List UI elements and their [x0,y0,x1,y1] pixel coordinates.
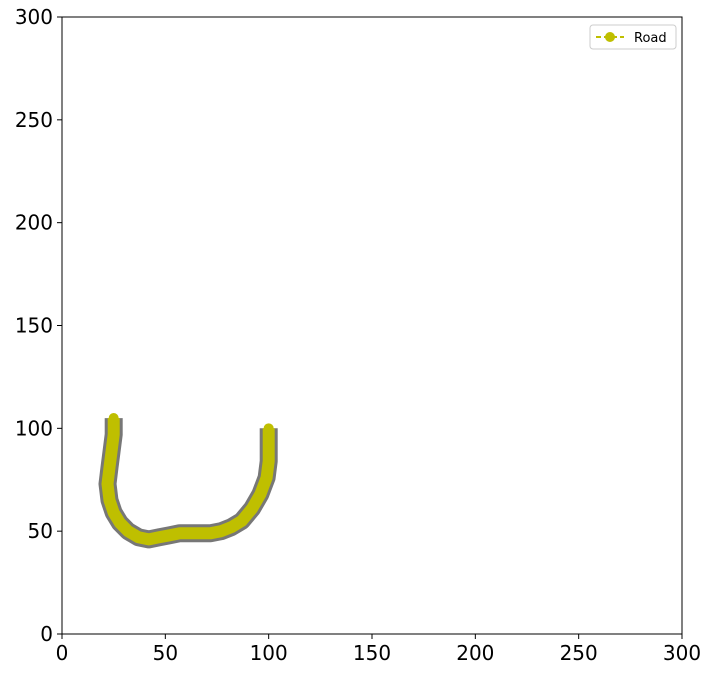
y-axis: 0 50 100 150 200 250 300 [15,5,62,646]
x-tick-label: 300 [663,641,701,665]
road-endpoint-marker [108,413,119,424]
legend-marker-road [605,32,615,42]
y-tick-label: 300 [15,5,53,29]
y-tick-label: 150 [15,314,53,338]
x-tick-label: 50 [153,641,178,665]
x-tick-label: 0 [56,641,69,665]
x-tick-label: 100 [250,641,288,665]
legend: Road [589,24,677,50]
x-axis: 0 50 100 150 200 250 300 [56,634,701,665]
road-line [101,418,275,546]
y-tick-label: 50 [28,519,53,543]
series-layer [98,413,278,549]
x-tick-label: 250 [560,641,598,665]
y-tick-label: 250 [15,108,53,132]
y-tick-label: 200 [15,211,53,235]
y-tick-label: 100 [15,416,53,440]
legend-label-road: Road [634,31,667,46]
legend-box [589,24,677,50]
x-tick-label: 200 [456,641,494,665]
y-tick-label: 0 [40,622,53,646]
x-tick-label: 150 [353,641,391,665]
road-endpoint-marker [263,423,274,434]
